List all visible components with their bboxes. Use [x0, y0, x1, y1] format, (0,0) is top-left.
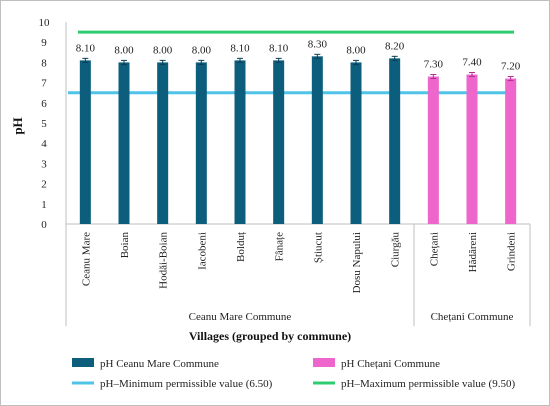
y-tick-label: 10: [39, 17, 51, 29]
bar: [79, 60, 91, 224]
data-label: 8.10: [230, 42, 250, 54]
bar: [350, 62, 362, 225]
bar: [234, 60, 246, 224]
bar: [427, 76, 439, 224]
x-axis-title: Villages (grouped by commune): [189, 329, 351, 343]
bar: [389, 58, 401, 224]
category-label: Dosu Napului: [351, 232, 363, 293]
legend: pH Ceanu Mare Commune pH Chețani Commune p…: [72, 358, 515, 390]
data-label: 7.30: [424, 59, 444, 71]
data-label: 8.00: [346, 44, 366, 56]
bar: [311, 56, 323, 225]
y-tick-label: 1: [41, 199, 47, 211]
category-label: Grindeni: [506, 232, 518, 271]
axes: 0 1 2 3 4 5 6 7 8 9 10: [39, 17, 530, 231]
reference-lines: [68, 30, 516, 95]
y-axis-title: pH: [10, 117, 25, 134]
data-label: 8.00: [192, 44, 212, 56]
category-label: Bolduț: [235, 232, 247, 262]
data-label: 8.00: [153, 44, 173, 56]
legend-swatch: [313, 358, 335, 367]
data-label: 8.00: [114, 44, 134, 56]
legend-label: pH–Maximum permissible value (9.50): [341, 378, 515, 390]
bar: [157, 62, 169, 225]
data-label: 7.40: [462, 57, 482, 69]
category-labels: Ceanu Mare Boian Hodăi-Boian Iacobeni Bolduț…: [80, 232, 517, 294]
data-label: 8.10: [76, 42, 96, 54]
bars: [79, 53, 517, 225]
y-tick-label: 8: [41, 57, 47, 69]
data-labels: 8.10 8.00 8.00 8.00 8.10 8.10 8.30 8.00 8.20 7.30…: [76, 38, 521, 72]
group-label: Chețani Commune: [431, 311, 514, 323]
category-label: Boian: [119, 232, 131, 259]
y-tick-label: 0: [41, 219, 47, 231]
y-tick-label: 5: [41, 118, 47, 130]
bar: [505, 78, 517, 224]
bar: [273, 60, 285, 224]
data-label: 8.20: [385, 40, 405, 52]
bar: [466, 74, 478, 225]
legend-swatch: [72, 358, 94, 367]
bar: [118, 62, 130, 225]
data-label: 8.10: [269, 42, 289, 54]
y-tick-label: 9: [41, 37, 47, 49]
category-label: Hădăreni: [467, 232, 479, 272]
category-label: Hodăi-Boian: [158, 232, 170, 289]
group-label: Ceanu Mare Commune: [189, 311, 292, 323]
y-tick-label: 4: [41, 138, 47, 150]
category-label: Ciurgău: [390, 232, 402, 268]
legend-label: pH–Minimum permissible value (6.50): [100, 378, 273, 390]
data-label: 7.20: [501, 61, 521, 73]
bar: [195, 62, 207, 225]
y-tick-label: 2: [41, 179, 47, 191]
category-label: Chețani: [428, 232, 440, 266]
category-label: Știucut: [312, 232, 324, 263]
legend-label: pH Chețani Commune: [341, 358, 440, 370]
y-tick-label: 3: [41, 158, 47, 170]
group-labels: Ceanu Mare Commune Chețani Commune: [65, 224, 531, 326]
category-label: Fânațe: [274, 232, 286, 261]
category-label: Iacobeni: [196, 232, 208, 270]
y-tick-label: 6: [41, 98, 47, 110]
legend-label: pH Ceanu Mare Commune: [100, 358, 219, 370]
category-label: Ceanu Mare: [80, 232, 92, 286]
y-tick-label: 7: [41, 78, 47, 90]
data-label: 8.30: [308, 38, 328, 50]
